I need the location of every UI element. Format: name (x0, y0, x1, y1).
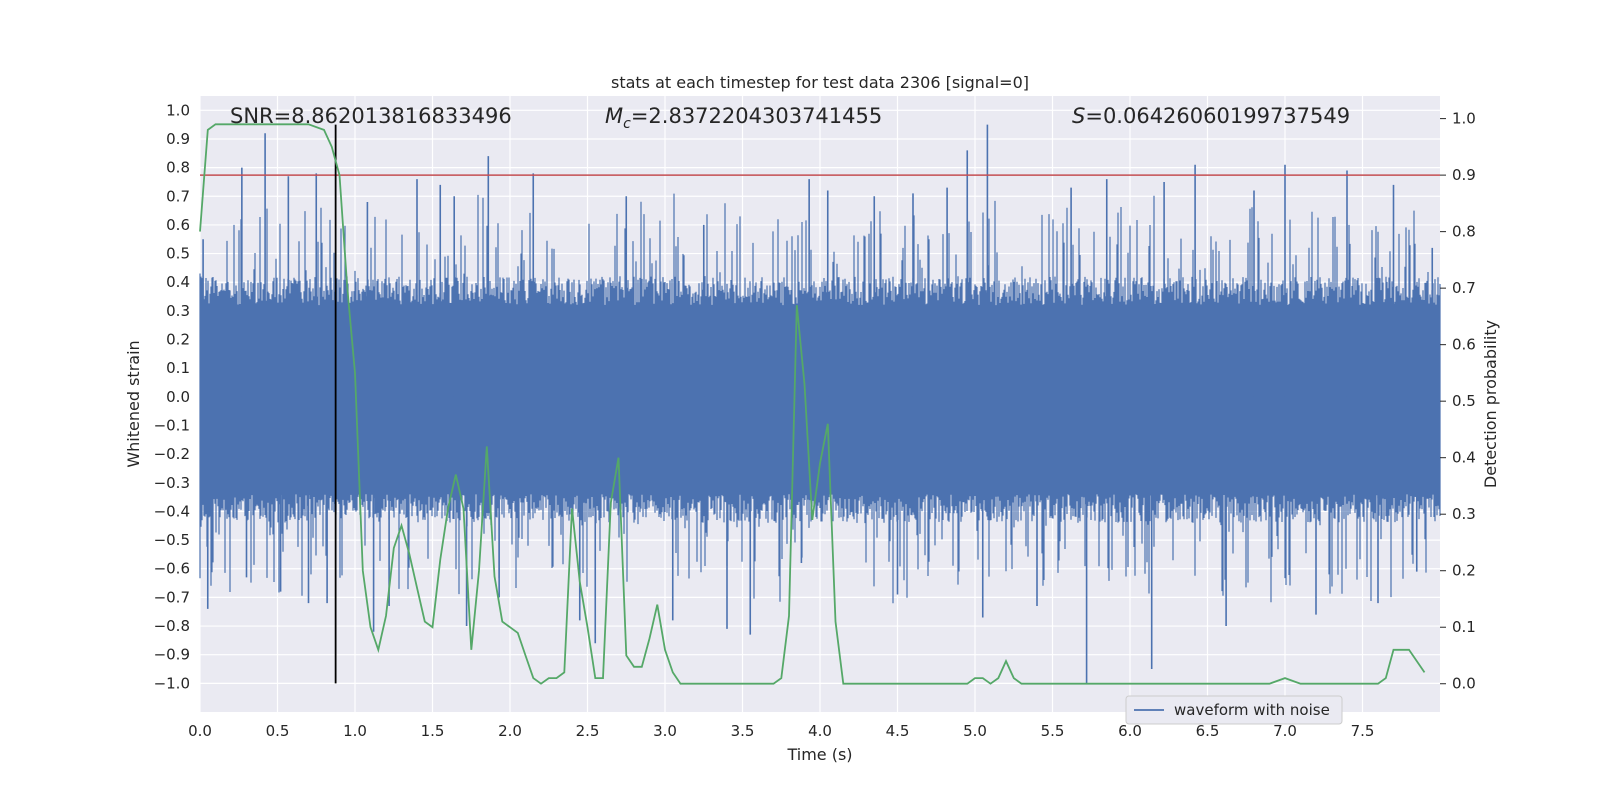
y2-tick-label: 1.0 (1452, 110, 1476, 128)
y-tick-label: 0.1 (166, 359, 190, 377)
x-tick-label: 2.0 (498, 722, 522, 740)
x-tick-label: 7.0 (1273, 722, 1297, 740)
x-tick-label: 5.5 (1041, 722, 1065, 740)
x-tick-label: 7.5 (1351, 722, 1375, 740)
s-annotation: S=0.06426060199737549 (1072, 104, 1350, 128)
y-tick-label: −0.6 (154, 560, 190, 578)
x-tick-label: 2.5 (576, 722, 600, 740)
waveform-with-noise-series (199, 124, 1441, 684)
y-tick-label: −0.9 (154, 646, 190, 664)
y-tick-label: 0.6 (166, 216, 190, 234)
x-tick-label: 6.5 (1196, 722, 1220, 740)
snr-annotation: SNR=8.862013816833496 (230, 104, 512, 128)
legend-entry: waveform with noise (1174, 701, 1330, 719)
y2-tick-label: 0.2 (1452, 562, 1476, 580)
x-tick-label: 6.0 (1118, 722, 1142, 740)
y-tick-label: −0.7 (154, 588, 190, 606)
y-tick-label: 1.0 (166, 101, 190, 119)
x-tick-label: 5.0 (963, 722, 987, 740)
chart-title: stats at each timestep for test data 230… (611, 73, 1029, 92)
y-tick-label: 0.5 (166, 245, 190, 263)
y-tick-label: 0.7 (166, 187, 190, 205)
s-value: =0.06426060199737549 (1085, 104, 1350, 128)
x-tick-label: 3.0 (653, 722, 677, 740)
x-tick-label: 4.5 (886, 722, 910, 740)
x-tick-label: 4.0 (808, 722, 832, 740)
y-tick-label: 0.3 (166, 302, 190, 320)
y-tick-label: −0.2 (154, 445, 190, 463)
y2-tick-label: 0.6 (1452, 336, 1476, 354)
y2-tick-label: 0.1 (1452, 618, 1476, 636)
legend: waveform with noise (1125, 695, 1343, 725)
y2-axis-label: Detection probability (1481, 320, 1500, 488)
y2-tick-label: 0.5 (1452, 392, 1476, 410)
chirp-mass-annotation: Mc=2.8372204303741455 (605, 104, 882, 132)
mc-symbol: M (605, 104, 623, 128)
y-tick-label: 0.9 (166, 130, 190, 148)
y-tick-label: 0.4 (166, 273, 190, 291)
x-tick-label: 0.5 (266, 722, 290, 740)
y-axis-ticks: 1.0 0.9 0.8 0.7 0.6 0.5 0.4 0.3 0.2 0.1 0.0 −0.1 −0.… (154, 101, 190, 692)
y-tick-label: −0.8 (154, 617, 190, 635)
y-tick-label: −0.4 (154, 502, 190, 520)
y-tick-label: −0.3 (154, 474, 190, 492)
y2-tick-label: 0.4 (1452, 449, 1476, 467)
mc-subscript: c (623, 116, 631, 132)
y2-tick-label: 0.3 (1452, 505, 1476, 523)
y2-tick-label: 0.0 (1452, 675, 1476, 693)
x-tick-label: 0.0 (188, 722, 212, 740)
y2-axis-ticks: 1.0 0.9 0.8 0.7 0.6 0.5 0.4 0.3 0.2 0.1 0.0 (1440, 110, 1476, 693)
y2-tick-label: 0.8 (1452, 223, 1476, 241)
x-axis-label: Time (s) (786, 745, 852, 764)
y-tick-label: 0.0 (166, 388, 190, 406)
y-tick-label: −0.1 (154, 416, 190, 434)
x-tick-label: 1.5 (421, 722, 445, 740)
y2-tick-label: 0.9 (1452, 166, 1476, 184)
detection-probability-line (199, 123, 1426, 685)
x-tick-label: 1.0 (343, 722, 367, 740)
x-axis-ticks: 0.0 0.5 1.0 1.5 2.0 2.5 3.0 3.5 4.0 4.5 5.0 5.5 6.0 6… (188, 722, 1374, 740)
y-tick-label: −1.0 (154, 674, 190, 692)
y-tick-label: 0.8 (166, 159, 190, 177)
y2-tick-label: 0.7 (1452, 279, 1476, 297)
s-symbol: S (1072, 104, 1085, 128)
y-axis-label: Whitened strain (124, 340, 143, 467)
x-tick-label: 3.5 (731, 722, 755, 740)
y-tick-label: 0.2 (166, 331, 190, 349)
mc-value: =2.8372204303741455 (631, 104, 882, 128)
legend-box (1125, 695, 1343, 725)
y-tick-label: −0.5 (154, 531, 190, 549)
